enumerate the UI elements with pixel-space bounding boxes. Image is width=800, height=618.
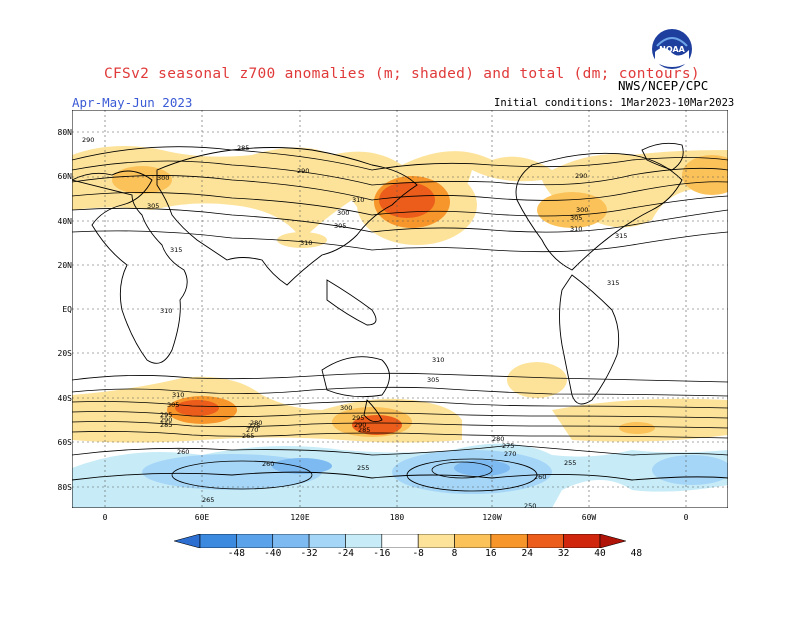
contour-label: 300 (340, 404, 352, 412)
colorbar-tick-label: -40 (264, 548, 282, 559)
contour-label: 305 (147, 202, 159, 210)
lat-label-eq: EQ (62, 305, 72, 314)
colorbar-tick-label: 8 (451, 548, 458, 559)
lat-label-40n: 40N (57, 217, 72, 226)
lat-label-20s: 20S (57, 349, 72, 358)
contour-label: 290 (575, 172, 587, 180)
contour-label: 290 (160, 416, 172, 424)
colorbar-tick-label: -48 (227, 548, 245, 559)
lat-label-80s: 80S (57, 483, 72, 492)
agency-label: NWS/NCEP/CPC (618, 78, 709, 93)
lat-label-80n: 80N (57, 128, 72, 137)
contour-label: 300 (576, 206, 588, 214)
contour-label: 295 (352, 414, 364, 422)
colorbar-swatch (381, 534, 419, 548)
contour-label: 280 (492, 435, 504, 443)
colorbar-tick-label: -16 (373, 548, 391, 559)
anomaly-map: 290 285 290 300 305 315 310 300 305 310 … (72, 110, 728, 508)
coastlines (72, 142, 728, 481)
colorbar-tick-label: 32 (557, 548, 570, 559)
lat-label-20n: 20N (57, 261, 72, 270)
colorbar-tick-label: 40 (594, 548, 606, 559)
contour-label: 305 (427, 376, 439, 384)
colorbar-swatch (563, 534, 601, 548)
lon-label-120e: 120E (290, 513, 310, 522)
colorbar-tick-label: 16 (485, 548, 497, 559)
colorbar-tick-label: -8 (412, 548, 424, 559)
lon-label-60w: 60W (581, 513, 597, 522)
contour-label: 275 (248, 422, 260, 430)
lon-label-0-east: 0 (683, 513, 689, 522)
colorbar-swatch (490, 534, 528, 548)
contour-label: 305 (167, 401, 179, 409)
contour-label: 315 (615, 232, 627, 240)
period-label: Apr-May-Jun 2023 (72, 95, 193, 110)
colorbar-swatch (308, 534, 346, 548)
colorbar-swatch (417, 534, 455, 548)
lon-label-0: 0 (102, 513, 108, 522)
contour-label: 310 (300, 239, 312, 247)
lat-label-60n: 60N (57, 172, 72, 181)
colorbar-swatch (272, 534, 310, 548)
contour-label: 310 (352, 196, 364, 204)
contour-label: 310 (172, 391, 184, 399)
contour-label: 290 (354, 421, 366, 429)
contour-label: 255 (357, 464, 369, 472)
contour-label: 315 (170, 246, 182, 254)
contour-label: 265 (242, 432, 254, 440)
colorbar (174, 534, 626, 548)
contour-label: 270 (246, 426, 258, 434)
colorbar-high-arrow (599, 534, 626, 548)
contour-label: 310 (570, 225, 582, 233)
lon-label-180: 180 (389, 513, 405, 522)
colorbar-tick-label: -32 (300, 548, 318, 559)
contour-label: 300 (157, 174, 169, 182)
contour-label: 285 (160, 421, 172, 429)
contour-label: 280 (250, 419, 262, 427)
noaa-logo-text: NOAA (659, 45, 685, 54)
contour-label: 255 (564, 459, 576, 467)
contour-label: 315 (607, 279, 619, 287)
contour-label: 300 (337, 209, 349, 217)
contour-label: 305 (334, 222, 346, 230)
contour-label: 260 (177, 448, 189, 456)
contour-label: 295 (160, 411, 172, 419)
initial-conditions-label: Initial conditions: 1Mar2023-10Mar2023 (494, 97, 735, 109)
contour-label: 260 (262, 460, 274, 468)
colorbar-swatch (236, 534, 274, 548)
colorbar-swatch (526, 534, 564, 548)
height-contours (72, 146, 728, 492)
contour-label: 275 (502, 442, 514, 450)
contour-label: 285 (358, 426, 370, 434)
lat-label-40s: 40S (57, 394, 72, 403)
colorbar-swatch (199, 534, 237, 548)
colorbar-swatch (345, 534, 383, 548)
noaa-logo: NOAA (651, 28, 693, 70)
contour-label: 310 (432, 356, 444, 364)
contour-label: 250 (524, 502, 536, 508)
colorbar-tick-label: 48 (630, 548, 643, 559)
colorbar-tick-label: 24 (521, 548, 533, 559)
contour-label: 270 (504, 450, 516, 458)
contour-label: 290 (82, 136, 94, 144)
lat-lon-grid (72, 110, 728, 508)
contour-label: 305 (570, 214, 582, 222)
colorbar-swatch (454, 534, 492, 548)
contour-label: 260 (534, 473, 546, 481)
colorbar-low-arrow (174, 534, 201, 548)
lon-label-120w: 120W (482, 513, 502, 522)
contour-label: 285 (237, 144, 249, 152)
colorbar-tick-label: -24 (336, 548, 355, 559)
contour-label: 265 (202, 496, 214, 504)
lon-label-60e: 60E (194, 513, 210, 522)
contour-labels: 290 285 290 300 305 315 310 300 305 310 … (82, 136, 627, 508)
lat-label-60s: 60S (57, 438, 72, 447)
chart-title: CFSv2 seasonal z700 anomalies (m; shaded… (104, 66, 700, 82)
contour-label: 310 (160, 307, 172, 315)
contour-label: 290 (297, 167, 309, 175)
